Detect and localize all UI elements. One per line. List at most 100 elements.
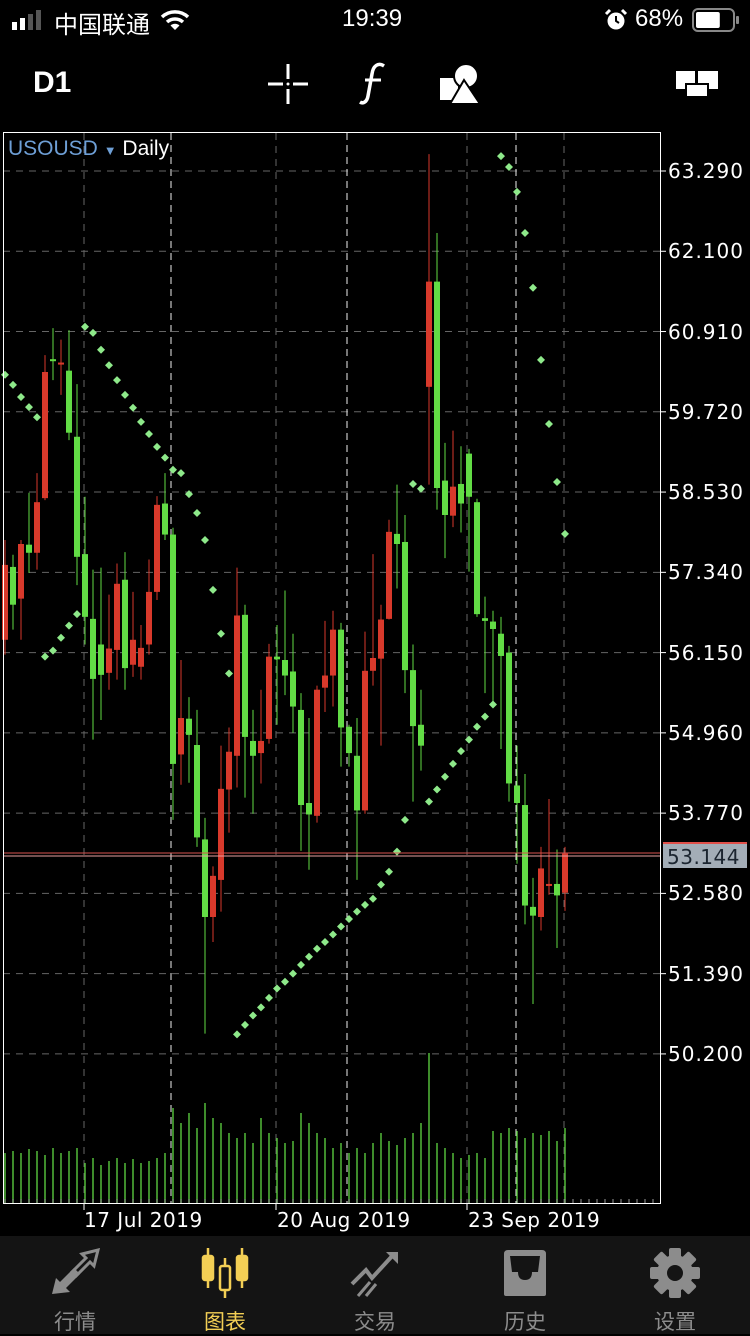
tab-label: 设置 xyxy=(654,1311,696,1334)
sar-dot xyxy=(225,669,233,678)
sar-dot xyxy=(561,529,569,538)
sar-dot xyxy=(161,453,169,462)
candle-body xyxy=(2,564,8,640)
period-label: Daily xyxy=(122,137,170,160)
price-tick-label: 59.720 xyxy=(668,399,744,424)
sar-dot xyxy=(321,937,329,946)
tab-quotes[interactable]: 行情 xyxy=(0,1236,150,1334)
sar-dot xyxy=(537,355,545,364)
indicator-f-icon[interactable] xyxy=(358,62,388,106)
sar-dot xyxy=(545,419,553,428)
candle-body xyxy=(82,554,88,617)
sar-dot xyxy=(49,646,57,655)
candle-bearish xyxy=(130,591,136,677)
candle-body xyxy=(74,436,80,557)
sar-dot xyxy=(513,187,521,196)
crosshair-icon[interactable] xyxy=(268,64,308,104)
tab-settings[interactable]: 设置 xyxy=(600,1236,750,1334)
candle-body xyxy=(178,718,184,755)
candle-bearish xyxy=(538,846,544,931)
tab-trade[interactable]: 交易 xyxy=(300,1236,450,1334)
date-label: 20 Aug 2019 xyxy=(277,1208,411,1232)
sar-dot xyxy=(465,735,473,744)
candle-body xyxy=(130,639,136,665)
sar-dot xyxy=(329,930,337,939)
sar-dot xyxy=(129,403,137,412)
candle-body xyxy=(554,883,560,896)
candle-body xyxy=(98,644,104,675)
settings-gear-icon xyxy=(650,1248,700,1298)
candle-bearish xyxy=(562,846,568,911)
tab-label: 图表 xyxy=(204,1311,246,1334)
candle-bullish xyxy=(482,596,488,694)
candle-body xyxy=(314,689,320,816)
carrier-name: 中国联通 xyxy=(54,12,150,39)
candle-body xyxy=(42,372,48,499)
candle-body xyxy=(162,503,168,535)
sar-dot xyxy=(305,952,313,961)
sar-dot xyxy=(297,960,305,969)
price-tick-label: 50.200 xyxy=(668,1041,744,1066)
candle-bearish xyxy=(370,554,376,686)
sar-dot xyxy=(433,785,441,794)
candle-body xyxy=(10,566,16,605)
sar-dot xyxy=(105,361,113,370)
candle-bullish xyxy=(242,604,248,798)
layout-icon[interactable] xyxy=(675,70,719,100)
sar-dot xyxy=(1,370,9,379)
sar-dot xyxy=(81,322,89,331)
candle-bearish xyxy=(450,430,456,528)
candle-bullish xyxy=(434,233,440,510)
candle-body xyxy=(306,803,312,815)
price-chart[interactable] xyxy=(0,128,750,1236)
candle-bullish xyxy=(298,693,304,851)
candle-body xyxy=(498,633,504,656)
candle-body xyxy=(146,591,152,645)
sar-dot xyxy=(473,722,481,731)
candle-bearish xyxy=(426,154,432,485)
sar-dot xyxy=(137,417,145,426)
tab-history[interactable]: 历史 xyxy=(450,1236,600,1334)
sar-dot xyxy=(169,465,177,474)
candle-body xyxy=(330,629,336,676)
sar-dot xyxy=(289,969,297,978)
timeframe-button[interactable]: D1 xyxy=(33,66,72,99)
price-tick-label: 63.290 xyxy=(668,159,744,183)
objects-shapes-icon[interactable] xyxy=(438,62,482,106)
candle-body xyxy=(250,740,256,756)
candle-body xyxy=(66,370,72,433)
symbol-name[interactable]: USOUSD xyxy=(8,137,98,160)
candle-bearish xyxy=(218,745,224,912)
candle-bullish xyxy=(66,330,72,441)
candle-bearish xyxy=(34,473,40,570)
sar-dot xyxy=(265,993,273,1002)
candle-body xyxy=(482,618,488,621)
candle-body xyxy=(402,541,408,671)
candle-bullish xyxy=(506,645,512,802)
sar-dot xyxy=(185,490,193,499)
tab-charts[interactable]: 图表 xyxy=(150,1236,300,1334)
symbol-dropdown-icon[interactable]: ▼ xyxy=(103,143,117,158)
sar-dot xyxy=(209,585,217,594)
chart-symbol-header[interactable]: USOUSD ▼ Daily xyxy=(8,137,169,161)
sar-dot xyxy=(9,380,17,389)
candle-bullish xyxy=(410,644,416,802)
candle-bullish xyxy=(250,709,256,814)
candle-bullish xyxy=(402,514,408,694)
candle-bullish xyxy=(122,552,128,690)
price-tick-label: 60.910 xyxy=(668,319,744,344)
price-tick-label: 52.580 xyxy=(668,881,744,906)
candle-bullish xyxy=(338,622,344,767)
sar-dot xyxy=(273,984,281,993)
candle-bearish xyxy=(106,594,112,690)
date-label: 23 Sep 2019 xyxy=(468,1208,601,1232)
candle-body xyxy=(354,755,360,811)
sar-dot xyxy=(393,847,401,856)
sar-dot xyxy=(385,867,393,876)
candle-bullish xyxy=(274,624,280,725)
battery-percent: 68% xyxy=(635,5,684,32)
sar-dot xyxy=(145,430,153,439)
candle-body xyxy=(194,744,200,838)
sar-dot xyxy=(449,759,457,768)
candle-body xyxy=(58,362,64,365)
